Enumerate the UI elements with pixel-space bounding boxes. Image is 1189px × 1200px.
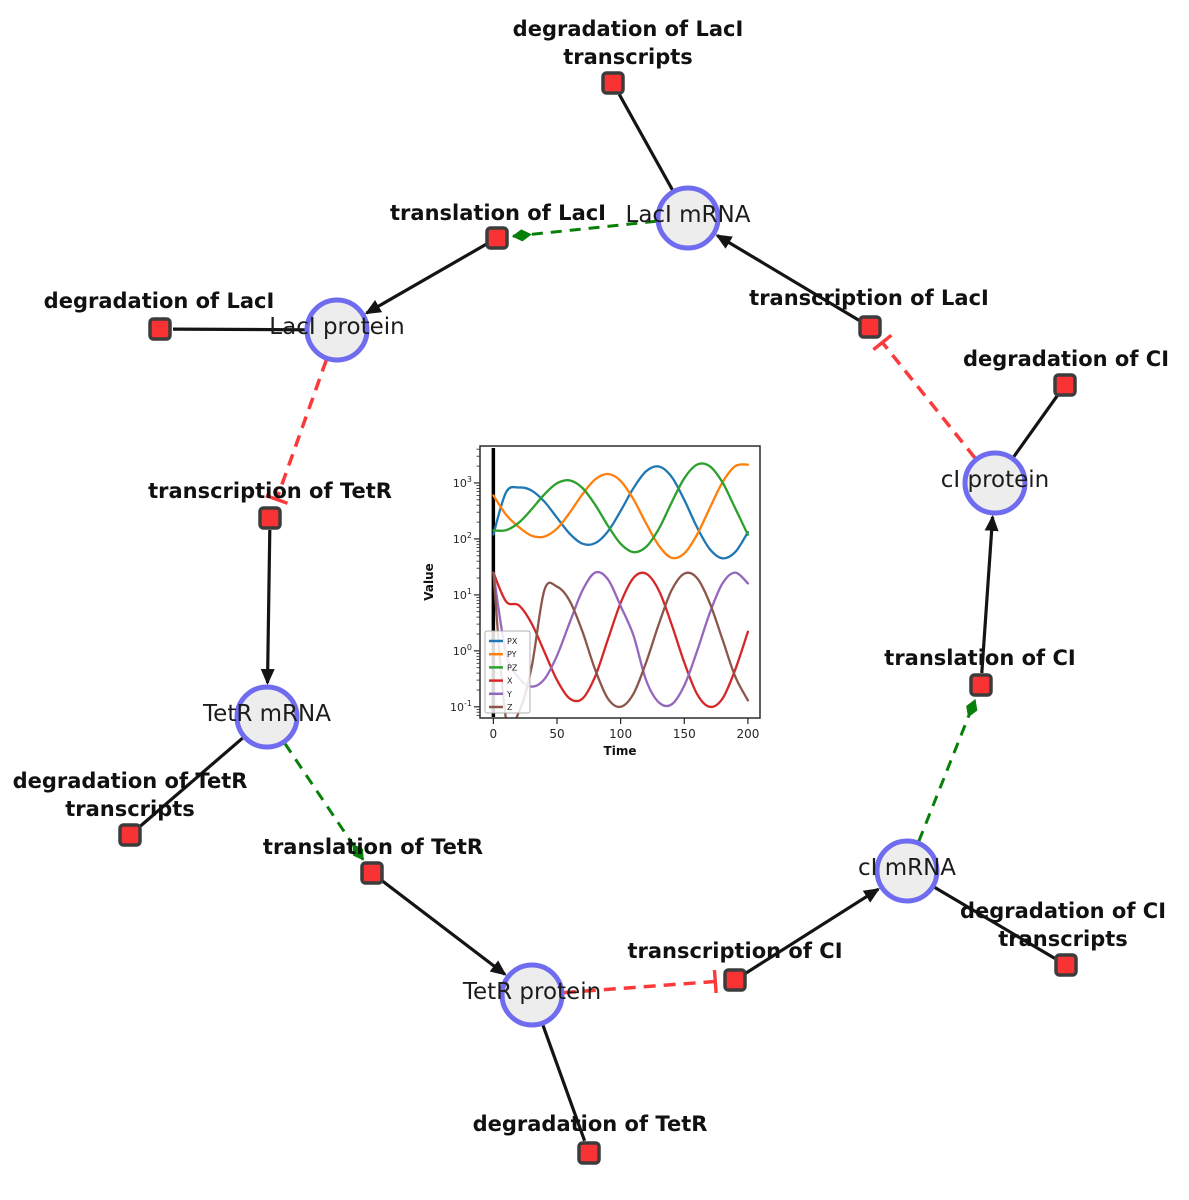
species-node-ci-protein[interactable]	[962, 450, 1028, 516]
reaction-node-translation-ci[interactable]	[969, 673, 993, 697]
reaction-node-translation-tetr[interactable]	[360, 861, 384, 885]
x-axis-label: Time	[604, 744, 637, 758]
edge-modifier-tetr-mrna-to-translation-tetr	[283, 742, 365, 861]
legend-entry-label: PY	[507, 650, 517, 659]
edge-reactant-tetr-mrna-to-deg-tetr-transcripts	[138, 736, 244, 828]
edge-product-translation-ci-to-ci-protein	[980, 514, 999, 674]
reaction-node-deg-tetr[interactable]	[577, 1141, 601, 1165]
legend-entry-label: PX	[507, 637, 518, 646]
edge-reactant-laci-protein-to-deg-laci	[172, 327, 306, 332]
x-tick-label: 150	[673, 727, 696, 741]
x-tick-label: 50	[549, 727, 564, 741]
y-tick-label: 101	[453, 587, 472, 602]
plot-series-group	[492, 462, 750, 718]
species-node-tetr-mrna[interactable]	[234, 684, 300, 750]
legend-box	[484, 630, 531, 714]
plot-series-PZ	[492, 462, 750, 554]
y-tick-label: 102	[453, 531, 472, 546]
edge-modifier-laci-mrna-to-translation-laci	[511, 219, 657, 242]
plot-series-PY	[492, 463, 750, 560]
plot-frame	[479, 445, 761, 719]
species-node-tetr-protein[interactable]	[499, 962, 565, 1028]
edge-modifier-ci-mrna-to-translation-ci	[917, 698, 978, 842]
legend-entry-label: PZ	[507, 663, 518, 672]
edge-product-transcription-laci-to-laci-mrna	[715, 234, 861, 323]
plot-series-PX	[492, 465, 750, 560]
reaction-node-deg-tetr-transcripts[interactable]	[118, 823, 142, 847]
legend-entry-label: Z	[507, 703, 513, 712]
reaction-node-deg-laci[interactable]	[148, 317, 172, 341]
reaction-node-deg-laci-transcripts[interactable]	[601, 71, 625, 95]
x-tick-label: 100	[609, 727, 632, 741]
plot-series-Z	[492, 571, 750, 718]
x-tick-label: 200	[736, 727, 759, 741]
x-tick-label: 0	[490, 727, 498, 741]
legend-entry-label: X	[507, 677, 513, 686]
plot-legend: PX PY PZ XYZ	[484, 630, 531, 714]
nodes-layer	[118, 71, 1078, 1165]
reaction-node-transcription-laci[interactable]	[858, 315, 882, 339]
reaction-node-transcription-ci[interactable]	[723, 968, 747, 992]
edge-reactant-ci-protein-to-deg-ci	[1012, 394, 1059, 458]
edge-product-translation-tetr-to-tetr-protein	[380, 879, 507, 976]
y-tick-label: 10-1	[450, 699, 472, 714]
edge-reactant-laci-mrna-to-deg-laci-transcripts	[617, 93, 674, 191]
reaction-node-transcription-tetr[interactable]	[258, 506, 282, 530]
reaction-node-deg-ci-transcripts[interactable]	[1054, 953, 1078, 977]
edge-product-transcription-ci-to-ci-mrna	[744, 887, 880, 975]
edge-product-transcription-tetr-to-tetr-mrna	[260, 529, 275, 685]
edge-product-translation-laci-to-laci-protein	[364, 242, 488, 315]
edge-inhibition-ci-protein-to-transcription-laci	[872, 333, 977, 460]
legend-entry-label: Y	[506, 690, 512, 699]
species-node-ci-mrna[interactable]	[874, 838, 940, 904]
species-node-laci-mrna[interactable]	[655, 185, 721, 251]
species-node-laci-protein[interactable]	[304, 297, 370, 363]
plot-series-X	[492, 571, 750, 709]
edges-layer	[138, 93, 1059, 1142]
edge-reactant-ci-mrna-to-deg-ci-transcripts	[933, 885, 1056, 960]
y-axis-label: Value	[422, 563, 436, 601]
y-tick-label: 103	[453, 475, 472, 490]
y-tick-label: 100	[453, 643, 472, 658]
edge-inhibition-tetr-protein-to-transcription-ci	[563, 969, 718, 995]
reaction-node-deg-ci[interactable]	[1053, 373, 1077, 397]
edge-reactant-tetr-protein-to-deg-tetr	[541, 1024, 587, 1142]
reaction-node-translation-laci[interactable]	[485, 226, 509, 250]
edge-inhibition-laci-protein-to-transcription-tetr	[265, 359, 328, 505]
plot-series-Y	[492, 570, 750, 708]
